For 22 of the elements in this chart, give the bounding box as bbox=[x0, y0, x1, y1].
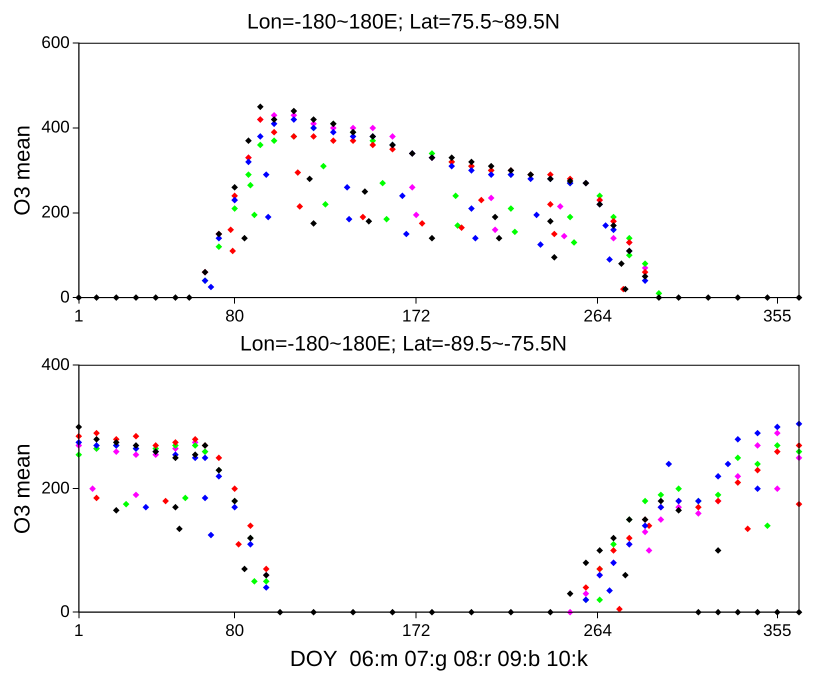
chart-title: Lon=-180~180E; Lat=-89.5~-75.5N bbox=[240, 332, 567, 356]
y-tick-label: 200 bbox=[41, 202, 70, 222]
x-tick-label: 355 bbox=[763, 621, 792, 640]
chart-title: Lon=-180~180E; Lat=75.5~89.5N bbox=[247, 10, 560, 34]
y-axis-title: O3 mean bbox=[9, 443, 34, 534]
x-tick-label: 80 bbox=[225, 306, 244, 326]
y-tick-label: 400 bbox=[41, 118, 70, 137]
y-tick-label: 0 bbox=[60, 287, 70, 306]
x-axis-title: DOY 06:m 07:g 08:r 09:b 10:k bbox=[290, 646, 589, 671]
x-tick-label: 355 bbox=[763, 306, 792, 326]
x-tick-label: 1 bbox=[74, 306, 84, 326]
x-tick-label: 172 bbox=[402, 306, 430, 326]
y-tick-label: 200 bbox=[41, 478, 70, 498]
y-axis-title: O3 mean bbox=[9, 125, 34, 216]
x-tick-label: 80 bbox=[225, 621, 244, 640]
x-tick-label: 172 bbox=[402, 621, 430, 640]
y-tick-label: 600 bbox=[41, 32, 70, 52]
y-tick-label: 0 bbox=[60, 602, 70, 621]
y-tick-label: 400 bbox=[41, 354, 70, 374]
x-tick-label: 264 bbox=[584, 621, 612, 640]
x-tick-label: 1 bbox=[74, 621, 84, 640]
x-tick-label: 264 bbox=[584, 306, 612, 326]
